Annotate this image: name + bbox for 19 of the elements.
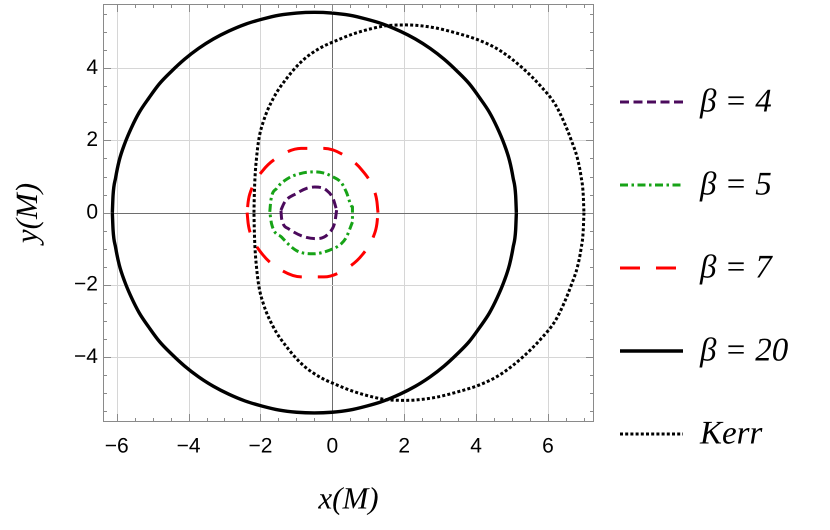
y-axis-title: y(M) — [8, 182, 44, 246]
x-axis-title: x(M) — [317, 480, 379, 516]
legend-label: β = 20 — [699, 332, 789, 369]
x-tick-label: 4 — [470, 434, 482, 458]
legend-label: β = 4 — [699, 84, 772, 120]
x-tick-label: 2 — [398, 434, 410, 458]
legend-label: β = 5 — [699, 166, 772, 203]
legend-label: Kerr — [699, 416, 762, 452]
y-tick-label: −2 — [74, 272, 98, 296]
legend-label: β = 7 — [699, 250, 774, 286]
x-tick-label: −2 — [248, 434, 272, 458]
y-tick-label: −4 — [74, 344, 98, 368]
x-tick-label: −4 — [176, 434, 201, 458]
y-tick-label: 0 — [86, 200, 98, 224]
y-tick-label: 4 — [86, 56, 98, 80]
x-tick-label: 6 — [542, 434, 554, 458]
x-tick-label: −6 — [104, 434, 129, 458]
y-tick-label: 2 — [86, 128, 98, 152]
x-tick-label: 0 — [326, 434, 338, 458]
